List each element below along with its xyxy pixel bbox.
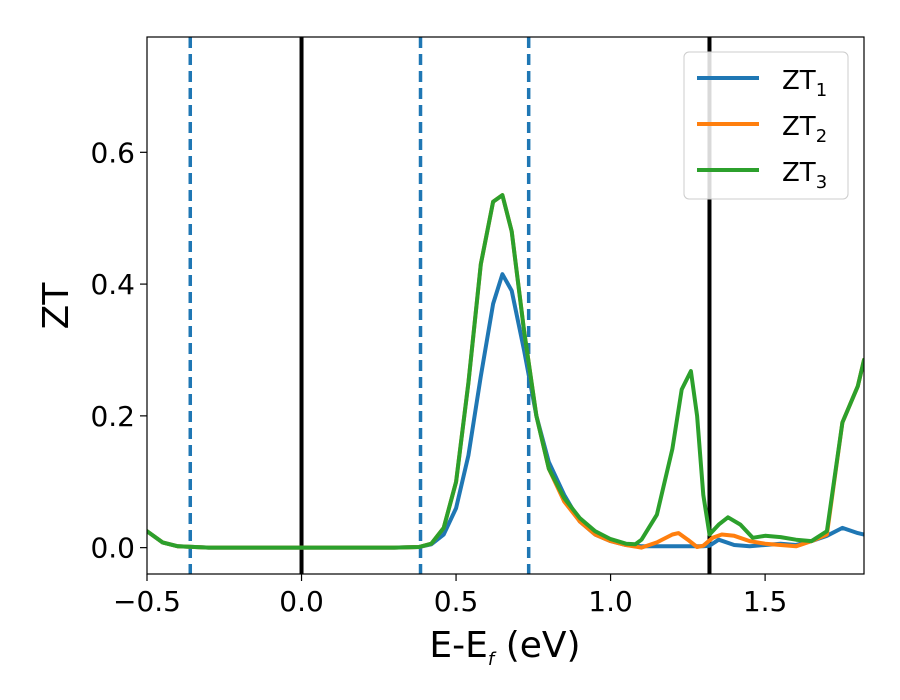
- y-tick-label: 0.6: [90, 136, 135, 169]
- y-tick-label: 0.0: [90, 532, 135, 565]
- legend-label-zt3: ZT3: [782, 158, 827, 193]
- x-axis-label: E-Ef (eV): [429, 625, 580, 670]
- legend-label-zt2: ZT2: [782, 112, 827, 147]
- y-tick-label: 0.2: [90, 400, 135, 433]
- x-axis: −0.5 0.0 0.5 1.0 1.5: [113, 574, 787, 618]
- series-line-zt3: [147, 193, 864, 550]
- plot-frame: [146, 36, 865, 575]
- y-axis-label: ZT: [36, 282, 77, 330]
- y-tick-label: 0.4: [90, 268, 135, 301]
- x-tick-label: 1.5: [743, 585, 788, 618]
- legend-box: [683, 51, 849, 200]
- legend: ZT1 ZT2 ZT3: [683, 51, 849, 200]
- x-tick-label: 0.5: [434, 585, 479, 618]
- x-tick-label: 0.0: [279, 585, 324, 618]
- series-lines: [147, 193, 864, 550]
- y-axis: 0.0 0.2 0.4 0.6: [90, 136, 147, 565]
- x-tick-label: 1.0: [588, 585, 633, 618]
- legend-label-zt1: ZT1: [782, 66, 827, 101]
- x-tick-label: −0.5: [113, 585, 181, 618]
